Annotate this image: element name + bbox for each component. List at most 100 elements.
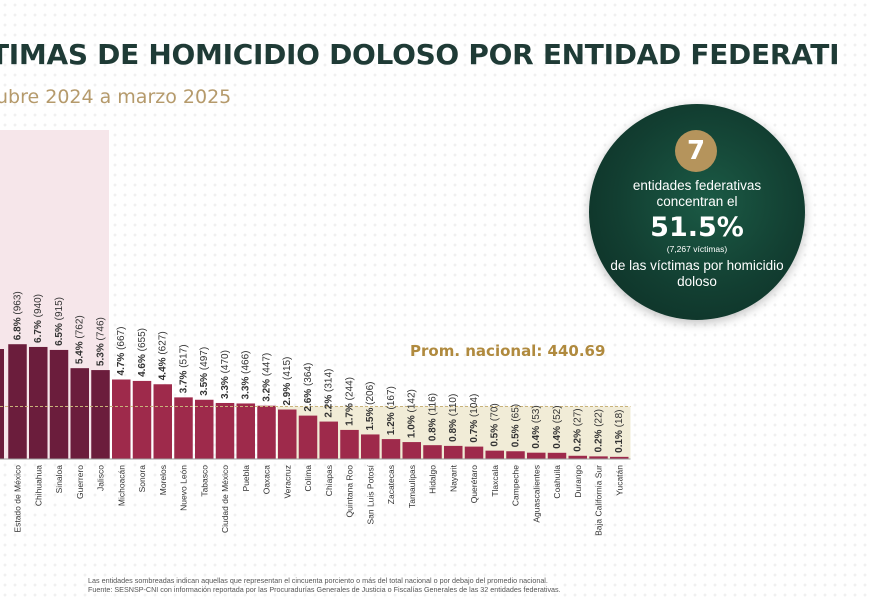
bar <box>444 445 463 459</box>
bar-value-label: 0.7% (104) <box>469 394 480 443</box>
bar-value-label: 0.8% (110) <box>448 394 459 442</box>
bar <box>112 379 131 459</box>
bar-value-label: 3.3% (470) <box>220 350 231 399</box>
bar-partial <box>0 349 4 459</box>
bar-value-label: 6.5% (915) <box>54 297 65 346</box>
bar-value-label: 0.5% (70) <box>490 403 501 446</box>
bar <box>381 439 401 459</box>
bar <box>547 452 567 459</box>
bar <box>257 405 276 459</box>
category-label: Puebla <box>241 465 251 492</box>
category-label: Chihuahua <box>33 465 43 506</box>
average-label: Prom. nacional: 440.69 <box>410 342 605 360</box>
bar <box>195 399 214 459</box>
category-label: Morelos <box>158 465 168 495</box>
bar-value-label: 3.2% (447) <box>262 353 273 402</box>
bar <box>610 456 629 459</box>
bar-value-label: 0.2% (27) <box>573 408 584 451</box>
bar-value-label: 5.4% (762) <box>75 315 86 364</box>
category-label: Jalisco <box>96 465 106 491</box>
bar <box>402 442 421 459</box>
category-label: Coahuila <box>552 465 562 499</box>
bar-value-label: 0.4% (52) <box>552 405 563 448</box>
category-label: Aguascalientes <box>531 465 541 523</box>
category-label: Michoacán <box>116 465 126 506</box>
category-label: San Luis Potosí <box>365 464 375 524</box>
bar <box>485 450 504 459</box>
category-label: Campeche <box>511 465 521 506</box>
bar <box>215 402 235 459</box>
bar-value-label: 3.7% (517) <box>179 344 190 393</box>
category-label: Tamaulipas <box>407 465 417 508</box>
callout-text-bottom: de las víctimas por homicidio doloso <box>610 258 784 289</box>
bar-value-label: 1.7% (244) <box>345 377 356 426</box>
category-label: Sinaloa <box>54 465 64 494</box>
bar <box>568 455 587 459</box>
callout-percent: 51.5% <box>650 212 744 243</box>
bar <box>278 409 297 459</box>
bar <box>298 415 318 459</box>
bar-value-label: 1.0% (142) <box>407 389 418 438</box>
category-label: Nuevo León <box>179 465 189 511</box>
bar-value-label: 2.2% (314) <box>324 369 335 418</box>
category-label: Zacatecas <box>386 465 396 504</box>
chart-title: TIMAS DE HOMICIDIO DOLOSO POR ENTIDAD FE… <box>0 38 840 71</box>
bar <box>29 346 48 459</box>
bar-value-label: 1.5% (206) <box>365 382 376 431</box>
bar-value-label: 6.8% (963) <box>13 291 24 340</box>
bar <box>174 397 193 459</box>
bar <box>49 349 69 459</box>
bar <box>340 429 359 459</box>
bar-value-label: 0.1% (18) <box>614 409 625 452</box>
category-label: Ciudad de México <box>220 465 230 533</box>
bar-value-label: 0.2% (22) <box>594 409 605 452</box>
footnote-source: Fuente: SESNSP-CNI con información repor… <box>88 585 561 594</box>
bar-value-label: 4.7% (667) <box>116 327 127 376</box>
summary-callout: 7 entidades federativas concentran el 51… <box>589 104 805 320</box>
bar <box>70 368 89 459</box>
bar-value-label: 3.3% (466) <box>241 351 252 400</box>
bar-value-label: 1.2% (167) <box>386 386 397 435</box>
bar-value-label: 4.6% (655) <box>137 328 148 377</box>
bar-value-label: 4.4% (627) <box>158 331 169 380</box>
category-label: Nayarit <box>448 464 458 492</box>
category-label: Veracruz <box>282 465 292 499</box>
category-label: Quintana Roo <box>345 465 355 518</box>
bar-value-label: 0.5% (65) <box>511 404 522 447</box>
category-label: Hidalgo <box>428 465 438 494</box>
category-label: Yucatán <box>614 465 624 496</box>
category-label: Estado de México <box>13 465 23 533</box>
bar-value-label: 2.6% (364) <box>303 363 314 412</box>
bar <box>236 403 255 459</box>
bar <box>423 445 442 459</box>
bar <box>132 380 152 459</box>
bar <box>153 384 172 459</box>
bar-value-label: 5.3% (746) <box>96 317 107 366</box>
bar <box>506 451 525 459</box>
category-label: Baja California Sur <box>594 465 604 536</box>
category-label: Querétaro <box>469 465 479 504</box>
bar-value-label: 3.5% (497) <box>199 347 210 396</box>
footnote-shading: Las entidades sombreadas indican aquella… <box>88 576 548 585</box>
category-label: Durango <box>573 465 583 498</box>
bar <box>464 446 484 459</box>
bar <box>589 456 608 459</box>
category-label: Chiapas <box>324 465 334 496</box>
category-label: Tabasco <box>199 465 209 497</box>
category-label: Colima <box>303 465 313 492</box>
bar <box>361 434 380 459</box>
callout-text-top: entidades federativas concentran el <box>632 178 762 209</box>
bar-value-label: 2.9% (415) <box>282 357 293 406</box>
category-label: Guerrero <box>75 465 85 499</box>
bar <box>8 344 27 459</box>
category-label: Oaxaca <box>262 465 272 495</box>
bar <box>91 370 110 459</box>
bar-value-label: 0.8% (116) <box>428 393 439 441</box>
category-label: Sonora <box>137 465 147 493</box>
bar-value-label: 6.7% (940) <box>33 294 44 343</box>
bar <box>319 421 338 459</box>
chart-subtitle: ubre 2024 a marzo 2025 <box>0 86 232 108</box>
bar-value-label: 0.4% (53) <box>531 405 542 448</box>
callout-number-badge: 7 <box>675 130 717 172</box>
